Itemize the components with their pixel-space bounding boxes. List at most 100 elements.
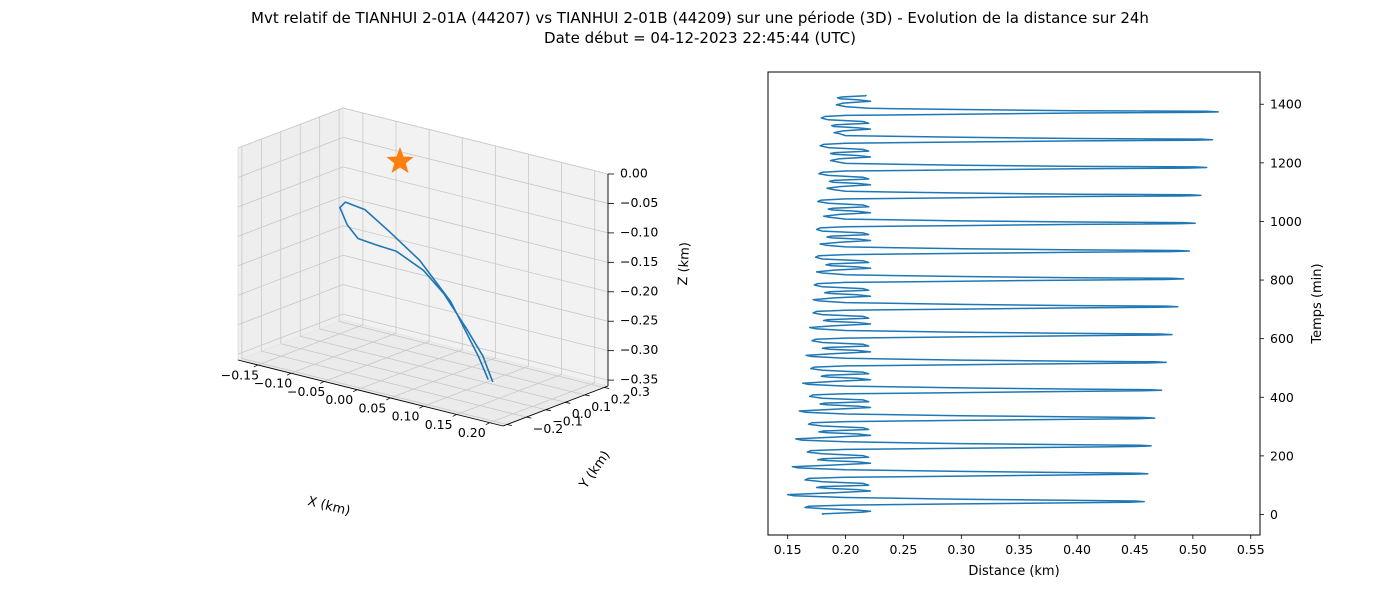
grid-z-left [237,254,344,296]
grid-x-bottom [390,357,496,399]
y-axis-ticks: 0 200 400 600 800 1000 1200 1400 [1260,97,1302,522]
y-tick-label: 0.1 [591,399,611,414]
y-tick-label: 400 [1270,390,1294,405]
x-tick-label: 0.35 [1005,542,1033,557]
z-tick-label: −0.05 [620,195,658,210]
distance-series [786,94,1220,516]
z-tick-label: −0.30 [620,342,658,357]
figure-title-line1: Mvt relatif de TIANHUI 2-01A (44207) vs … [251,9,1149,27]
grid-z-back [342,225,609,293]
x-tick-label: 0.15 [425,417,453,432]
z-axis-label: Z (km) [676,242,693,286]
z-tick-label: 0.00 [620,166,648,181]
y-tick-label: −0.2 [533,421,563,436]
y-tick-mark [565,401,571,404]
grid-z-left [237,195,344,237]
grid-y-bottom [241,358,507,425]
grid-x-bottom [357,349,463,391]
grid-z-back [342,313,609,381]
grid-z-left [237,166,344,208]
y-tick-label: 1000 [1270,214,1302,229]
x-axis-label: Distance (km) [968,564,1059,579]
axis-panes [236,107,610,427]
trajectory-line [339,201,494,383]
y-tick-mark [506,424,512,426]
x-tick-mark [353,389,358,393]
x-tick-mark [253,364,259,368]
z-tick-label: −0.35 [620,372,658,387]
y-tick-label: 800 [1270,273,1294,288]
grid-z-back [342,195,609,263]
z-tick-label: −0.15 [620,254,658,269]
y-tick-mark [604,387,610,389]
x-tick-mark [485,422,490,426]
y-tick-label: 0.3 [630,384,650,399]
tick-labels: −0.15−0.10−0.050.000.050.100.150.20 −0.2−… [221,166,659,441]
origin-star-marker [386,146,414,174]
grid-z-left [237,313,344,355]
relative-motion-3d-plot: −0.15−0.10−0.050.000.050.100.150.20 −0.2−… [221,107,693,519]
x-axis-ticks: 0.15 0.20 0.25 0.30 0.35 0.40 0.45 0.50 0.55 [774,535,1265,557]
x-tick-mark [452,414,457,417]
figure-title: Mvt relatif de TIANHUI 2-01A (44207) vs … [0,8,1400,48]
grid-y-bottom [319,328,585,396]
x-tick-label: −0.05 [287,384,325,399]
grid-x-bottom [323,341,430,382]
y-tick-label: 0.2 [611,391,631,406]
x-tick-label: 0.20 [832,542,860,557]
x-tick-label: 0.55 [1237,542,1265,557]
x-tick-label: 0.05 [358,400,386,415]
grid-z-back [342,137,609,204]
y-tick-label: 1200 [1270,155,1302,170]
y-tick-label: 0 [1270,507,1278,522]
y-tick-label: 0.0 [572,406,592,421]
distance-line [786,94,1220,516]
z-tick-label: −0.25 [620,313,658,328]
x-tick-label: 0.00 [325,392,353,407]
x-tick-label: 0.40 [1063,542,1091,557]
grid-lines [237,107,609,425]
x-tick-mark [286,372,292,376]
y-tick-mark [584,394,590,397]
grid-z-left [237,284,344,326]
y-tick-mark [545,409,551,412]
grid-z-left [237,107,344,149]
grid-y-bottom [280,343,546,411]
z-tick-label: −0.20 [620,283,658,298]
y-tick-label: −0.1 [552,414,582,429]
grid-y-bottom [300,335,566,403]
x-tick-label: −0.10 [254,376,292,391]
y-tick-mark [526,416,532,419]
x-tick-label: −0.15 [221,367,259,382]
y-axis-line [502,385,609,427]
x-tick-label: 0.10 [392,409,420,424]
grid-z-back [342,284,609,352]
x-tick-label: 0.45 [1121,542,1149,557]
x-tick-mark [419,405,424,409]
grid-z-back [342,254,609,322]
figure-title-line2: Date début = 04-12-2023 22:45:44 (UTC) [544,29,856,47]
grid-x-bottom [423,365,529,407]
x-tick-label: 0.15 [774,542,802,557]
y-tick-label: 600 [1270,331,1294,346]
grid-x-bottom [290,332,397,374]
x-axis-line [237,359,504,427]
grid-x-bottom [456,374,562,415]
x-tick-label: 0.25 [890,542,918,557]
plot-frame [767,71,1261,536]
grid-y-bottom [261,350,527,418]
grid-z-left [237,225,344,267]
grid-z-back [342,107,609,175]
grid-x-bottom [257,324,364,366]
x-tick-mark [386,397,391,401]
trajectory-series [339,146,494,383]
x-tick-mark [319,381,325,384]
grid-z-back [342,166,609,234]
grid-y-bottom [339,321,605,388]
x-tick-label: 0.50 [1179,542,1207,557]
grid-z-left [237,137,344,178]
z-tick-label: −0.10 [620,224,658,239]
grid-x-bottom [489,382,595,424]
y-axis-label: Temps (min) [1310,263,1325,344]
